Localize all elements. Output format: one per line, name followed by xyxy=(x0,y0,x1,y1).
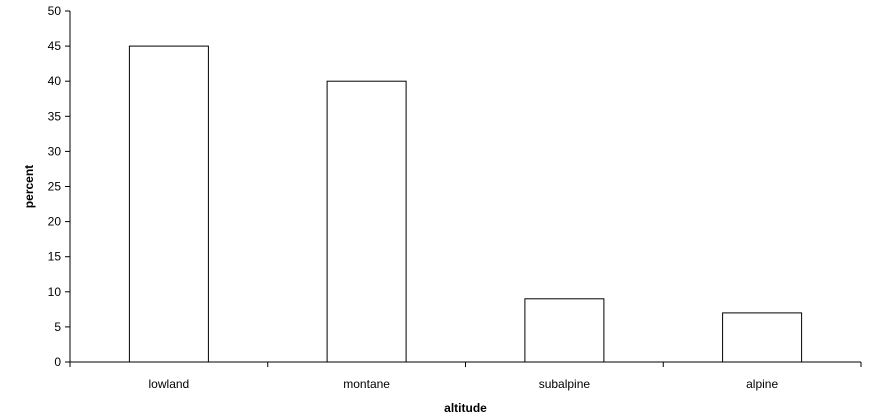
bar-subalpine xyxy=(524,298,605,363)
y-tick-label: 0 xyxy=(54,355,61,369)
x-axis-title: altitude xyxy=(444,401,487,415)
x-ticks: lowland montane subalpine alpine xyxy=(69,362,862,391)
y-tick-label: 15 xyxy=(48,250,62,264)
bar-alpine xyxy=(722,312,803,363)
x-tick-label-alpine: alpine xyxy=(746,377,778,391)
x-tick-label-subalpine: subalpine xyxy=(539,377,591,391)
y-tick-label: 20 xyxy=(48,215,62,229)
bars-layer xyxy=(128,45,803,363)
y-tick-label: 40 xyxy=(48,74,62,88)
y-tick-label: 30 xyxy=(48,144,62,158)
y-tick-label: 10 xyxy=(48,285,62,299)
y-tick-label: 25 xyxy=(48,180,62,194)
y-tick-label: 50 xyxy=(48,4,62,18)
y-axis-title: percent xyxy=(22,165,36,208)
y-ticks: 0 5 10 15 20 25 30 35 40 45 50 xyxy=(48,4,70,369)
y-tick-label: 5 xyxy=(54,320,61,334)
y-tick-label: 35 xyxy=(48,109,62,123)
x-tick-label-montane: montane xyxy=(343,377,390,391)
y-tick-label: 45 xyxy=(48,39,62,53)
x-tick-label-lowland: lowland xyxy=(149,377,190,391)
bar-montane xyxy=(326,80,407,363)
bar-lowland xyxy=(128,45,209,363)
